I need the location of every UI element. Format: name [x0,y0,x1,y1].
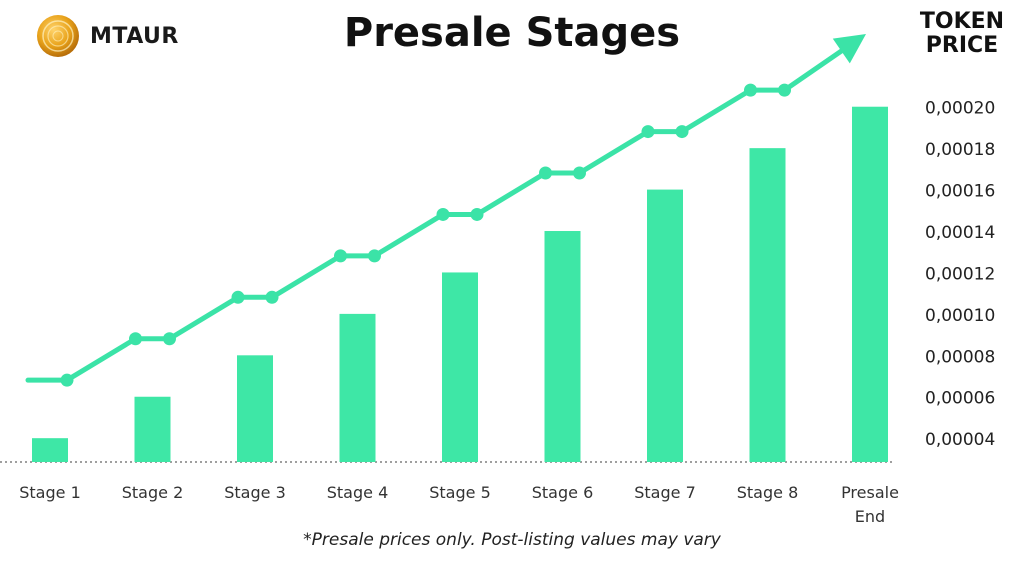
trend-marker [573,166,586,180]
trend-marker [539,166,552,180]
gold-coin-logo-icon [37,15,79,57]
trend-marker [231,290,245,304]
bar [749,148,786,463]
trend-marker [368,249,381,263]
bar [339,313,376,462]
y-tick-label: 0,00004 [925,430,995,450]
trend-marker [641,125,655,139]
y-tick-label: 0,00010 [925,306,995,326]
x-tick-label: Presale End [841,483,899,526]
y-tick-label: 0,00008 [925,347,995,367]
trend-marker [470,207,484,221]
y-axis-title-line1: TOKEN [919,9,1005,34]
brand-name: MTAUR [90,23,179,49]
trend-marker [744,83,757,97]
y-axis-title: TOKEN PRICE [912,10,1012,58]
trend-arrow-head [832,34,866,64]
trend-marker [334,249,347,263]
y-tick-label: 0,00016 [925,182,995,202]
trend-line [25,48,844,383]
bar [442,272,478,462]
y-tick-label: 0,00006 [925,389,995,409]
x-tick-label: Stage 4 [327,483,389,502]
brand: MTAUR [36,14,179,58]
x-tick-label: Stage 7 [634,483,696,502]
x-tick-label: Stage 8 [737,483,799,502]
x-tick-label: Stage 6 [532,483,594,502]
y-axis-title-line2: PRICE [925,33,999,58]
bar [32,438,68,462]
y-tick-label: 0,00012 [925,264,995,284]
trend-marker [675,125,689,139]
trend-marker [163,332,176,346]
x-tick-label: Stage 2 [122,483,184,502]
bar [237,355,273,462]
x-tick-label: Stage 1 [19,483,81,502]
trend-marker [265,290,279,304]
footnote: *Presale prices only. Post-listing value… [303,530,721,550]
page-title: Presale Stages [343,10,681,56]
trend-marker [60,373,74,387]
x-tick-label: Stage 3 [224,483,286,502]
bar [852,106,888,463]
x-tick-label: Stage 5 [429,483,491,502]
trend-marker [129,332,142,346]
y-tick-label: 0,00014 [925,223,995,243]
trend-marker [778,83,791,97]
bar [544,231,581,462]
trend-marker [436,207,450,221]
bar [647,189,683,462]
y-tick-label: 0,00018 [925,140,995,160]
y-tick-label: 0,00020 [925,99,995,119]
bar [134,396,171,462]
